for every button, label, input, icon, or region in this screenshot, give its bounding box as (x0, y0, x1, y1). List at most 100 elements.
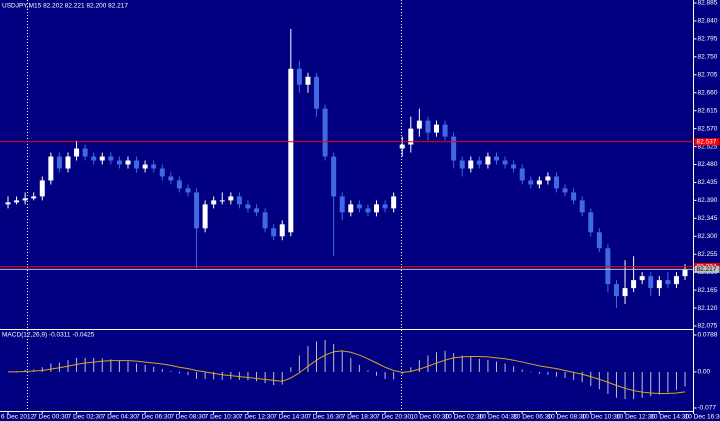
candle-body (14, 200, 20, 203)
candle-body (425, 120, 431, 133)
candle-body (91, 156, 97, 161)
last-price-label: 82.217 (697, 266, 717, 273)
y-tick-label: 82.885 (698, 0, 718, 7)
y-tick-label: 82.255 (698, 251, 718, 258)
candle-body (279, 224, 285, 237)
level-label: 82.537 (697, 138, 717, 145)
candle-body (296, 68, 302, 85)
y-tick-label: -0.077 (698, 405, 717, 412)
candle-body (228, 196, 234, 201)
y-tick-label: 82.615 (698, 107, 718, 114)
x-tick-label: 7 Dec 06:30 (136, 414, 171, 421)
y-tick-label: 0.00 (698, 369, 711, 376)
candle-body (202, 204, 208, 229)
candle-body (254, 208, 260, 213)
candle-body (365, 208, 371, 213)
candle-body (159, 168, 165, 177)
candle-body (305, 76, 311, 85)
candle-body (356, 204, 362, 209)
y-tick-label: 82.660 (698, 89, 718, 96)
candle-body (116, 160, 122, 165)
y-tick-label: 0.0788 (698, 332, 718, 339)
y-tick-label: 82.480 (698, 161, 718, 168)
candle-body (399, 144, 405, 149)
x-tick-label: 10 Dec 10:30 (582, 414, 621, 421)
candle-body (56, 156, 62, 169)
candle-body (5, 202, 11, 205)
candle-body (211, 200, 217, 205)
x-tick-label: 10 Dec 12:30 (616, 414, 655, 421)
x-tick-label: 10 Dec 06:30 (513, 414, 552, 421)
x-tick-label: 7 Dec 08:30 (170, 414, 205, 421)
candle-body (245, 204, 251, 209)
candle-body (596, 232, 602, 249)
y-tick-label: 82.840 (698, 18, 718, 25)
x-tick-label: 7 Dec 04:30 (102, 414, 137, 421)
y-tick-label: 82.795 (698, 36, 718, 43)
x-tick-label: 7 Dec 10:30 (205, 414, 240, 421)
x-tick-label: 10 Dec 16:30 (685, 414, 720, 421)
x-tick-label: 7 Dec 02:30 (68, 414, 103, 421)
candle-body (468, 160, 474, 169)
x-tick-label: 7 Dec 20:30 (376, 414, 411, 421)
candle-body (511, 164, 517, 169)
candle-body (82, 148, 88, 157)
candle-body (185, 188, 191, 193)
x-tick-label: 10 Dec 04:30 (479, 414, 518, 421)
candle-body (588, 212, 594, 233)
candle-body (151, 164, 157, 169)
candle-body (331, 156, 337, 197)
candle-body (134, 160, 140, 169)
y-tick-label: 82.075 (698, 323, 718, 330)
x-tick-label: 10 Dec 08:30 (547, 414, 586, 421)
candle-body (528, 180, 534, 185)
candle-body (493, 156, 499, 161)
candle-body (108, 156, 114, 161)
candle-body (142, 164, 148, 169)
x-tick-label: 7 Dec 18:30 (342, 414, 377, 421)
candle-body (374, 204, 380, 213)
candle-body (459, 160, 465, 169)
y-tick-label: 82.750 (698, 54, 718, 61)
y-tick-label: 82.570 (698, 125, 718, 132)
candle-body (656, 280, 662, 289)
candle-body (665, 280, 671, 285)
x-tick-label: 7 Dec 12:30 (239, 414, 274, 421)
candle-body (271, 228, 277, 237)
candle-body (322, 108, 328, 157)
candle-body (176, 180, 182, 189)
signal-line (8, 350, 686, 394)
candle-body (631, 280, 637, 289)
candle-body (31, 196, 37, 199)
candle-body (673, 276, 679, 285)
x-tick-label: 7 Dec 00:30 (33, 414, 68, 421)
y-tick-label: 82.300 (698, 233, 718, 240)
candle-body (451, 136, 457, 161)
x-tick-label: 10 Dec 14:30 (650, 414, 689, 421)
candle-body (408, 128, 414, 145)
candle-body (682, 269, 688, 277)
candle-body (434, 124, 439, 133)
y-tick-label: 82.525 (698, 143, 718, 150)
candle-body (262, 212, 268, 229)
y-tick-label: 82.165 (698, 287, 718, 294)
candle-body (74, 148, 80, 157)
candle-body (579, 200, 585, 213)
candle-body (442, 124, 448, 137)
candle-body (416, 120, 422, 129)
candle-body (545, 176, 551, 181)
x-tick-label: 6 Dec 2012 (1, 414, 35, 421)
x-tick-label: 7 Dec 14:30 (273, 414, 308, 421)
candle-body (236, 196, 242, 205)
candle-body (519, 168, 525, 181)
candle-body (314, 76, 320, 109)
y-tick-label: 82.120 (698, 305, 718, 312)
candle-body (622, 288, 628, 297)
candle-body (485, 156, 491, 165)
chart-title: USDJPY,M15 82.202 82.221 82.200 82.217 (2, 3, 128, 10)
candle-body (553, 176, 559, 189)
candle-body (168, 176, 174, 181)
candle-body (382, 204, 388, 209)
candle-body (648, 276, 654, 289)
